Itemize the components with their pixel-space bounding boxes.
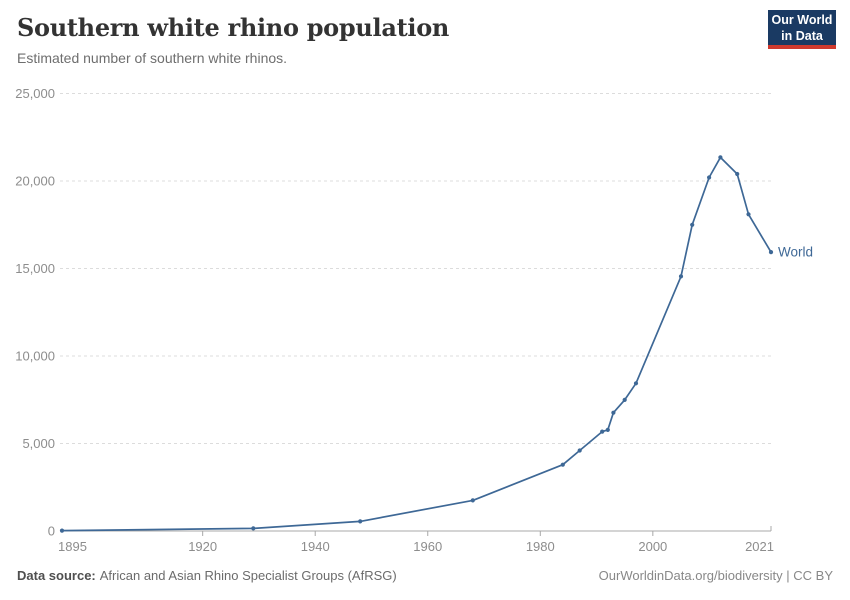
data-point[interactable] (358, 519, 363, 524)
logo-line-2: in Data (781, 28, 823, 43)
credit-link[interactable]: OurWorldinData.org/biodiversity | CC BY (598, 568, 833, 583)
data-point[interactable] (622, 397, 627, 402)
x-tick-label: 1920 (188, 539, 217, 554)
data-point[interactable] (611, 410, 616, 415)
x-tick-label: 1940 (301, 539, 330, 554)
series-label-world[interactable]: World (778, 245, 813, 260)
chart-header: Southern white rhino population Estimate… (17, 13, 450, 67)
x-tick-label: 1895 (58, 539, 87, 554)
data-point[interactable] (768, 250, 774, 255)
x-tick-label: 2021 (745, 539, 774, 554)
page-title: Southern white rhino population (17, 13, 450, 42)
y-tick-label: 10,000 (15, 349, 55, 364)
data-point[interactable] (560, 462, 565, 467)
data-point[interactable] (59, 528, 65, 533)
x-tick-label: 1980 (526, 539, 555, 554)
data-point[interactable] (718, 155, 723, 160)
data-point[interactable] (605, 427, 610, 432)
x-tick-label: 2000 (638, 539, 667, 554)
chart-subtitle: Estimated number of southern white rhino… (17, 49, 288, 66)
data-point[interactable] (633, 381, 639, 386)
y-tick-label: 5,000 (22, 436, 55, 451)
data-point[interactable] (678, 274, 684, 279)
y-tick-label: 15,000 (15, 261, 55, 276)
data-source-value: African and Asian Rhino Specialist Group… (99, 568, 397, 583)
data-point[interactable] (470, 498, 475, 503)
logo-line-1: Our World (771, 12, 833, 27)
data-point[interactable] (690, 222, 695, 227)
data-source: Data source: African and Asian Rhino Spec… (17, 568, 397, 583)
series-line-world[interactable] (61, 156, 772, 532)
data-point[interactable] (251, 526, 256, 531)
chart-footer: Data source: African and Asian Rhino Spec… (17, 568, 833, 583)
data-point[interactable] (735, 171, 740, 177)
y-tick-label: 20,000 (15, 174, 55, 189)
data-point[interactable] (577, 448, 582, 453)
x-tick-label: 1960 (413, 539, 442, 554)
owid-logo[interactable]: Our World in Data (768, 10, 836, 49)
y-tick-label: 25,000 (15, 86, 55, 101)
data-point[interactable] (600, 429, 605, 434)
y-tick-label: 0 (48, 524, 55, 539)
data-point[interactable] (746, 212, 751, 217)
data-point[interactable] (707, 175, 712, 180)
data-source-label: Data source: (17, 568, 96, 583)
